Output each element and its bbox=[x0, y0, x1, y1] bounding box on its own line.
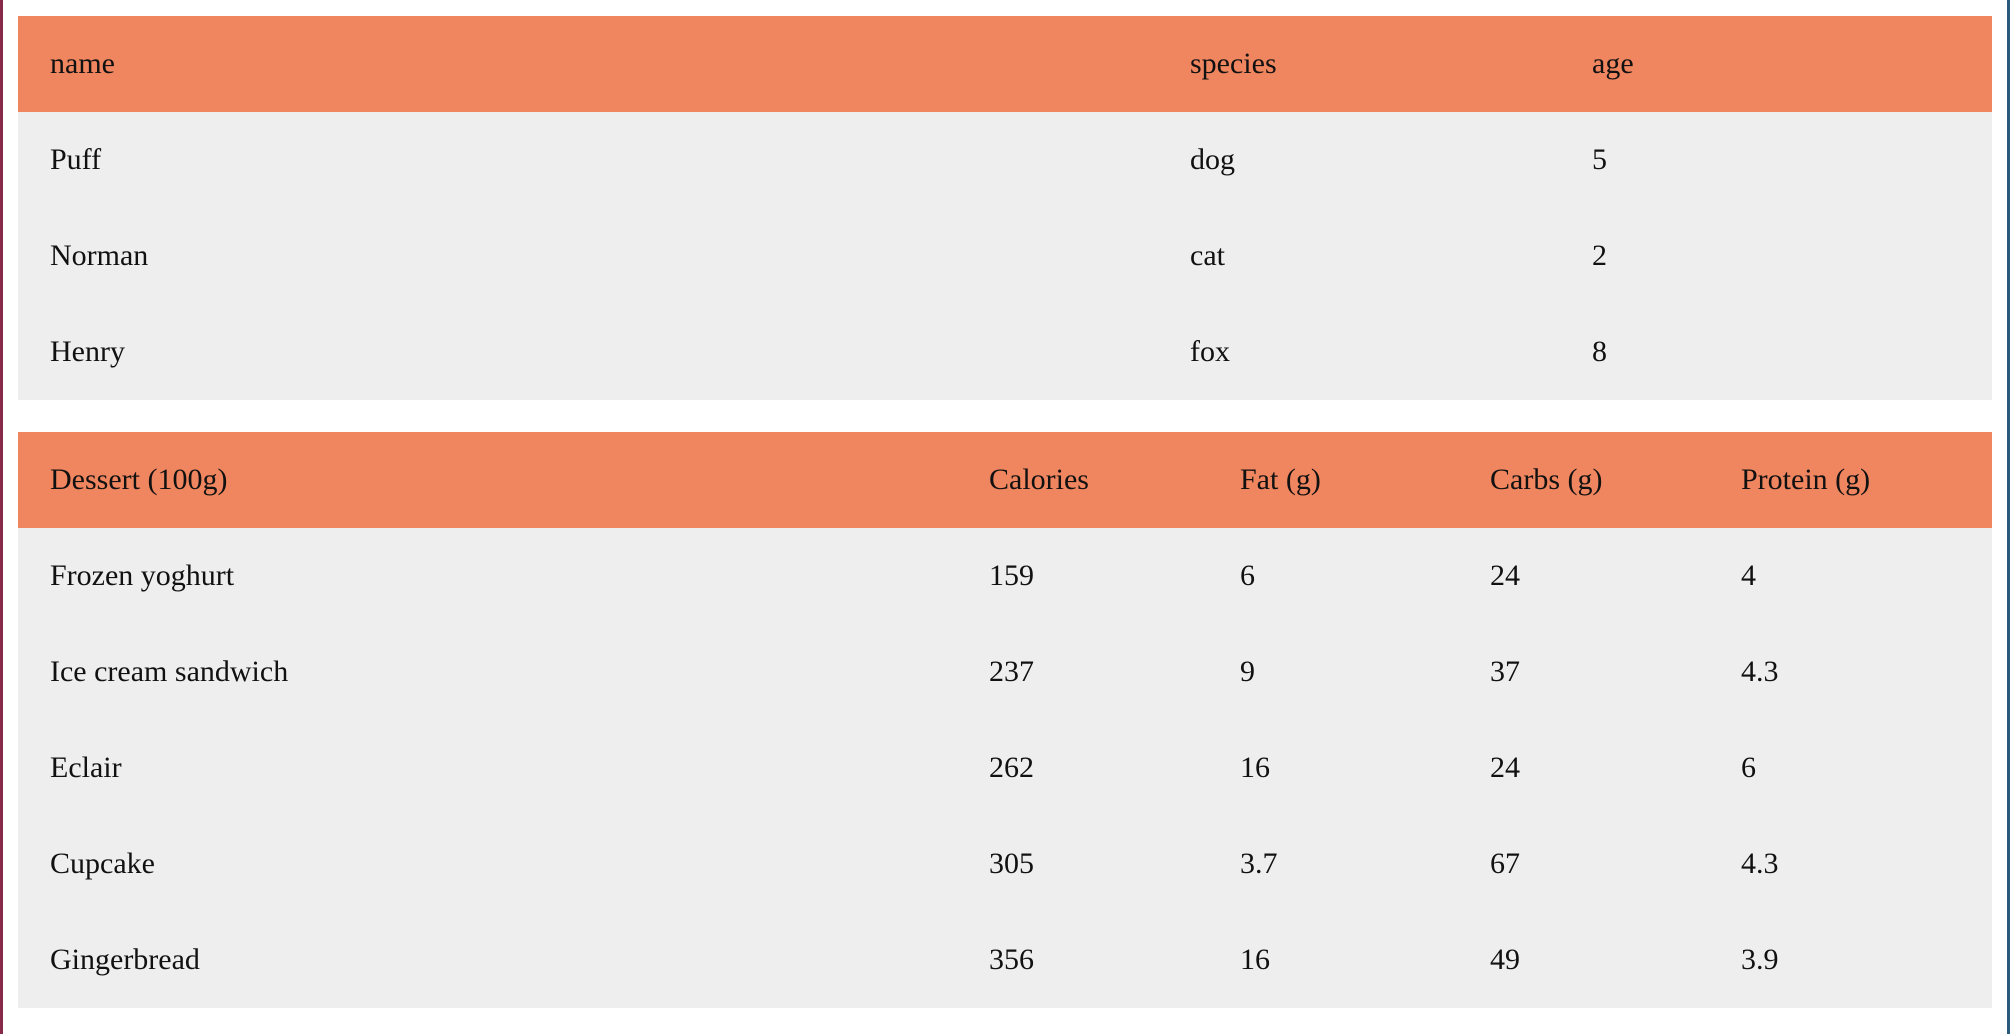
table-row: Ice cream sandwich 237 9 37 4.3 bbox=[18, 624, 1992, 720]
column-header-fat: Fat (g) bbox=[1240, 463, 1321, 496]
cell-fat: 16 bbox=[1240, 943, 1270, 976]
cell-calories: 305 bbox=[989, 847, 1034, 880]
cell-age: 5 bbox=[1592, 143, 1607, 176]
cell-dessert: Gingerbread bbox=[50, 943, 200, 976]
cell-dessert: Ice cream sandwich bbox=[50, 655, 289, 688]
cell-species: fox bbox=[1190, 335, 1230, 368]
table-row: Gingerbread 356 16 49 3.9 bbox=[18, 912, 1992, 1008]
cell-species: cat bbox=[1190, 239, 1225, 272]
column-header-calories: Calories bbox=[989, 463, 1089, 496]
cell-age: 2 bbox=[1592, 239, 1607, 272]
cell-carbs: 49 bbox=[1490, 943, 1520, 976]
cell-calories: 356 bbox=[989, 943, 1034, 976]
column-header-species: species bbox=[1190, 47, 1277, 80]
table-row: Frozen yoghurt 159 6 24 4 bbox=[18, 528, 1992, 624]
cell-dessert: Frozen yoghurt bbox=[50, 559, 235, 592]
cell-carbs: 24 bbox=[1490, 751, 1520, 784]
cell-protein: 4.3 bbox=[1741, 847, 1779, 880]
table-header-row: Dessert (100g) Calories Fat (g) Carbs (g… bbox=[18, 432, 1992, 528]
cell-calories: 159 bbox=[989, 559, 1034, 592]
cell-fat: 16 bbox=[1240, 751, 1270, 784]
cell-fat: 6 bbox=[1240, 559, 1255, 592]
table-row: Cupcake 305 3.7 67 4.3 bbox=[18, 816, 1992, 912]
cell-species: dog bbox=[1190, 143, 1235, 176]
cell-name: Puff bbox=[50, 143, 102, 176]
table-row: Eclair 262 16 24 6 bbox=[18, 720, 1992, 816]
table-row: Puff dog 5 bbox=[18, 112, 1992, 208]
cell-protein: 3.9 bbox=[1741, 943, 1779, 976]
window-right-edge bbox=[2007, 0, 2010, 1034]
desserts-table: Dessert (100g) Calories Fat (g) Carbs (g… bbox=[18, 432, 1992, 1008]
cell-name: Norman bbox=[50, 239, 149, 272]
column-header-dessert: Dessert (100g) bbox=[50, 463, 228, 496]
cell-dessert: Cupcake bbox=[50, 847, 155, 880]
cell-dessert: Eclair bbox=[50, 751, 122, 784]
table-row: Norman cat 2 bbox=[18, 208, 1992, 304]
window-left-edge bbox=[0, 0, 3, 1034]
cell-name: Henry bbox=[50, 335, 125, 368]
cell-carbs: 24 bbox=[1490, 559, 1520, 592]
table-header-row: name species age bbox=[18, 16, 1992, 112]
cell-fat: 9 bbox=[1240, 655, 1255, 688]
cell-calories: 262 bbox=[989, 751, 1034, 784]
column-header-carbs: Carbs (g) bbox=[1490, 463, 1603, 496]
cell-carbs: 67 bbox=[1490, 847, 1520, 880]
column-header-age: age bbox=[1592, 47, 1634, 80]
pets-table: name species age Puff dog 5 Norman cat 2… bbox=[18, 16, 1992, 400]
cell-protein: 6 bbox=[1741, 751, 1756, 784]
column-header-protein: Protein (g) bbox=[1741, 463, 1871, 496]
cell-age: 8 bbox=[1592, 335, 1607, 368]
table-row: Henry fox 8 bbox=[18, 304, 1992, 400]
cell-fat: 3.7 bbox=[1240, 847, 1278, 880]
cell-calories: 237 bbox=[989, 655, 1034, 688]
cell-carbs: 37 bbox=[1490, 655, 1520, 688]
column-header-name: name bbox=[50, 47, 115, 80]
cell-protein: 4.3 bbox=[1741, 655, 1779, 688]
cell-protein: 4 bbox=[1741, 559, 1756, 592]
